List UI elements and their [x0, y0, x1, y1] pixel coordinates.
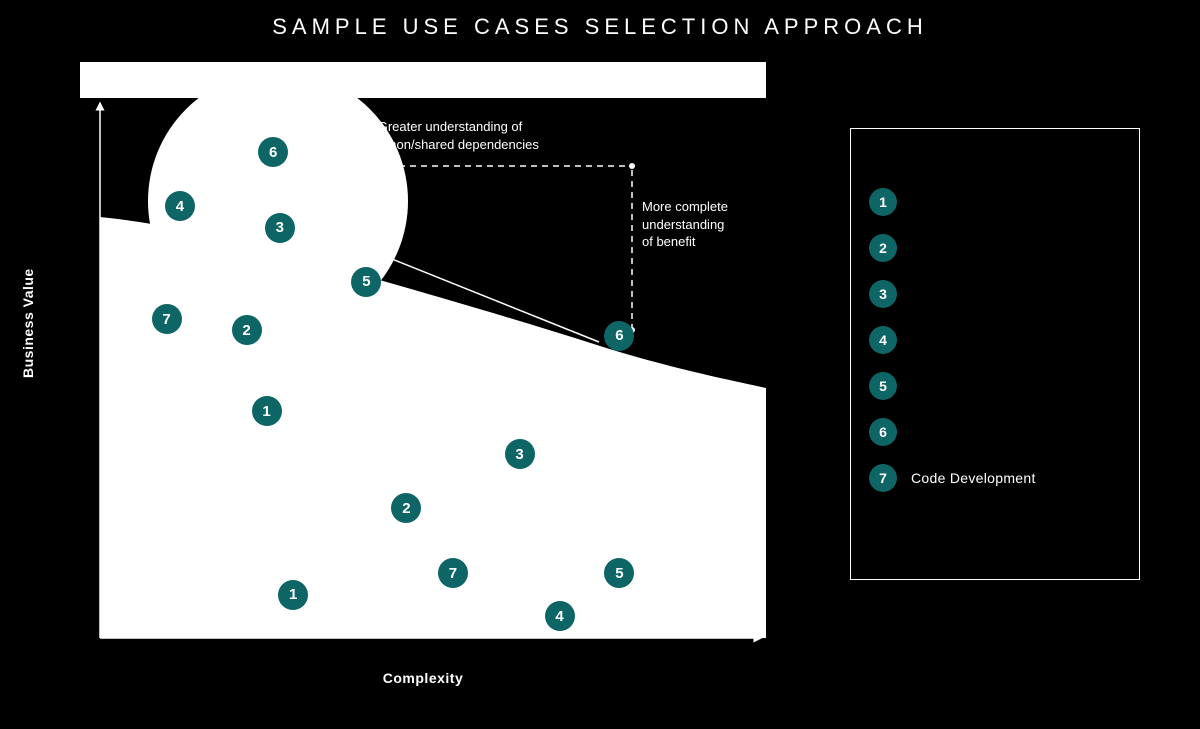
chart-svg — [80, 98, 766, 658]
subtitle-bar — [80, 62, 766, 98]
legend-row-1: 1 — [869, 179, 1121, 225]
legend-bubble-5: 5 — [869, 372, 897, 400]
annotation-right: More complete understanding of benefit — [642, 198, 752, 251]
annotation-top: Greater understanding of common/shared d… — [350, 118, 550, 153]
y-axis-label: Business Value — [20, 268, 36, 378]
legend-bubble-2: 2 — [869, 234, 897, 262]
bubble-6-moved6: 6 — [604, 321, 634, 351]
legend-row-3: 3 — [869, 271, 1121, 317]
page-title: SAMPLE USE CASES SELECTION APPROACH — [0, 14, 1200, 40]
legend-row-6: 6 — [869, 409, 1121, 455]
bubble-7: 7 — [152, 304, 182, 334]
legend-bubble-1: 1 — [869, 188, 897, 216]
legend-row-7: 7 Code Development — [869, 455, 1121, 501]
bubble-7: 7 — [438, 558, 468, 588]
x-axis-label: Complexity — [80, 670, 766, 686]
bubble-3: 3 — [265, 213, 295, 243]
legend-row-5: 5 — [869, 363, 1121, 409]
legend-row-4: 4 — [869, 317, 1121, 363]
legend-bubble-3: 3 — [869, 280, 897, 308]
legend-box: 1 2 3 4 5 6 7 Code Development — [850, 128, 1140, 580]
legend-bubble-4: 4 — [869, 326, 897, 354]
bubble-1: 1 — [278, 580, 308, 610]
bubble-2: 2 — [232, 315, 262, 345]
legend-label-7: Code Development — [911, 470, 1036, 486]
legend-bubble-7: 7 — [869, 464, 897, 492]
bubble-4: 4 — [165, 191, 195, 221]
bubble-4: 4 — [545, 601, 575, 631]
bubble-3: 3 — [505, 439, 535, 469]
scatter-chart: Greater understanding of common/shared d… — [80, 98, 766, 658]
bubble-2: 2 — [391, 493, 421, 523]
bubble-1: 1 — [252, 396, 282, 426]
bubble-5: 5 — [351, 267, 381, 297]
bubble-5: 5 — [604, 558, 634, 588]
legend-row-2: 2 — [869, 225, 1121, 271]
bubble-6: 6 — [258, 137, 288, 167]
legend-bubble-6: 6 — [869, 418, 897, 446]
